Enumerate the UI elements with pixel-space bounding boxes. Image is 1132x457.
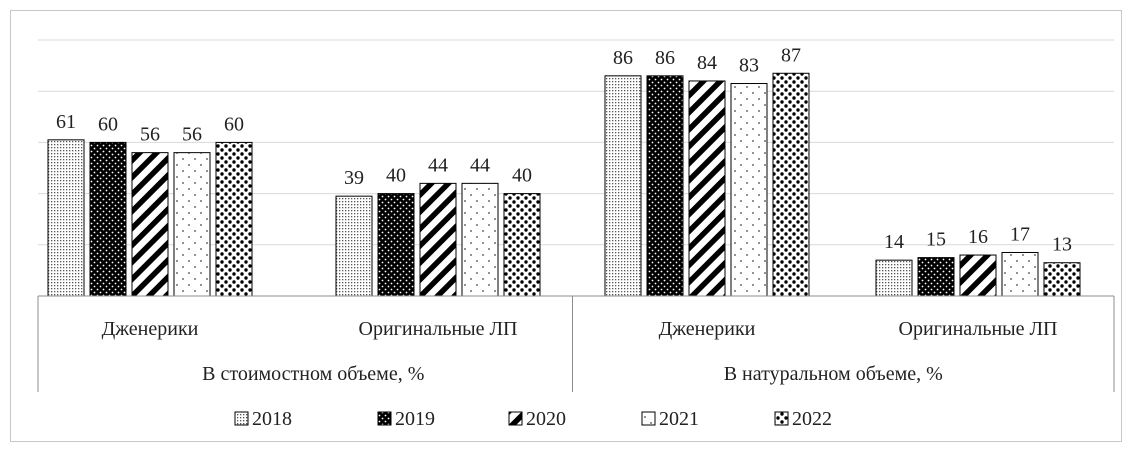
bars <box>47 72 1081 297</box>
group-label: В натуральном объеме, % <box>724 363 943 385</box>
bar-2019-cat-0 <box>89 141 127 297</box>
data-labels: 61 60 56 56 60 39 40 44 44 40 86 86 84 83 87 14 15 16 17 13 <box>56 44 1072 255</box>
data-label-2022-cat-0: 60 <box>224 113 244 135</box>
data-label-2020-cat-0: 56 <box>140 124 160 146</box>
bar-2019-cat-2 <box>646 75 684 297</box>
data-label-2020-cat-1: 44 <box>428 154 448 176</box>
legend: 2018 2019 2020 2021 2022 <box>234 408 832 430</box>
legend-label-2019: 2019 <box>395 408 435 430</box>
bar-2021-cat-2 <box>730 83 768 297</box>
data-label-2020-cat-3: 16 <box>968 226 988 248</box>
data-label-2020-cat-2: 84 <box>697 52 717 74</box>
legend-swatch-2018 <box>234 411 249 426</box>
legend-label-2021: 2021 <box>659 408 699 430</box>
bar-2020-cat-1 <box>419 182 457 297</box>
bar-2020-cat-0 <box>131 152 169 297</box>
category-label: Оригинальные ЛП <box>899 318 1058 340</box>
legend-swatch-2019 <box>377 411 392 426</box>
group-label: В стоимостном объеме, % <box>202 363 424 385</box>
bar-2018-cat-3 <box>875 259 913 297</box>
bar-2018-cat-2 <box>604 75 642 297</box>
category-label: Дженерики <box>102 318 199 340</box>
data-label-2021-cat-1: 44 <box>470 154 490 176</box>
bar-2022-cat-1 <box>503 193 541 297</box>
bar-2018-cat-1 <box>335 195 373 297</box>
bar-2018-cat-0 <box>47 139 85 297</box>
data-label-2021-cat-3: 17 <box>1010 223 1030 245</box>
data-label-2019-cat-0: 60 <box>98 113 118 135</box>
bar-2020-cat-3 <box>959 254 997 297</box>
bar-2022-cat-2 <box>772 72 810 297</box>
bar-2019-cat-1 <box>377 193 415 297</box>
legend-swatch-2020 <box>508 411 523 426</box>
category-label: Дженерики <box>659 318 756 340</box>
data-label-2018-cat-3: 14 <box>884 231 904 253</box>
bar-2022-cat-0 <box>215 141 253 297</box>
legend-swatch-2022 <box>774 411 789 426</box>
bar-2019-cat-3 <box>917 257 955 297</box>
legend-label-2020: 2020 <box>526 408 566 430</box>
legend-label-2022: 2022 <box>792 408 832 430</box>
data-label-2022-cat-2: 87 <box>781 44 801 66</box>
data-label-2018-cat-2: 86 <box>613 47 633 69</box>
data-label-2018-cat-1: 39 <box>344 167 364 189</box>
data-label-2022-cat-3: 13 <box>1052 234 1072 256</box>
data-label-2019-cat-2: 86 <box>655 47 675 69</box>
bar-2022-cat-3 <box>1043 262 1081 297</box>
data-label-2021-cat-2: 83 <box>739 55 759 77</box>
category-axis: Дженерики Оригинальные ЛП Дженерики Оригина… <box>37 295 1115 392</box>
data-label-2019-cat-3: 15 <box>926 229 946 251</box>
data-label-2019-cat-1: 40 <box>386 165 406 187</box>
bar-2020-cat-2 <box>688 80 726 297</box>
chart-border <box>10 10 1122 442</box>
category-label: Оригинальные ЛП <box>359 318 518 340</box>
bar-2021-cat-0 <box>173 152 211 297</box>
data-label-2022-cat-1: 40 <box>512 165 532 187</box>
bar-2021-cat-3 <box>1001 251 1039 297</box>
data-label-2021-cat-0: 56 <box>182 124 202 146</box>
bar-2021-cat-1 <box>461 182 499 297</box>
legend-label-2018: 2018 <box>252 408 292 430</box>
data-label-2018-cat-0: 61 <box>56 111 76 133</box>
legend-swatch-2021 <box>641 411 656 426</box>
